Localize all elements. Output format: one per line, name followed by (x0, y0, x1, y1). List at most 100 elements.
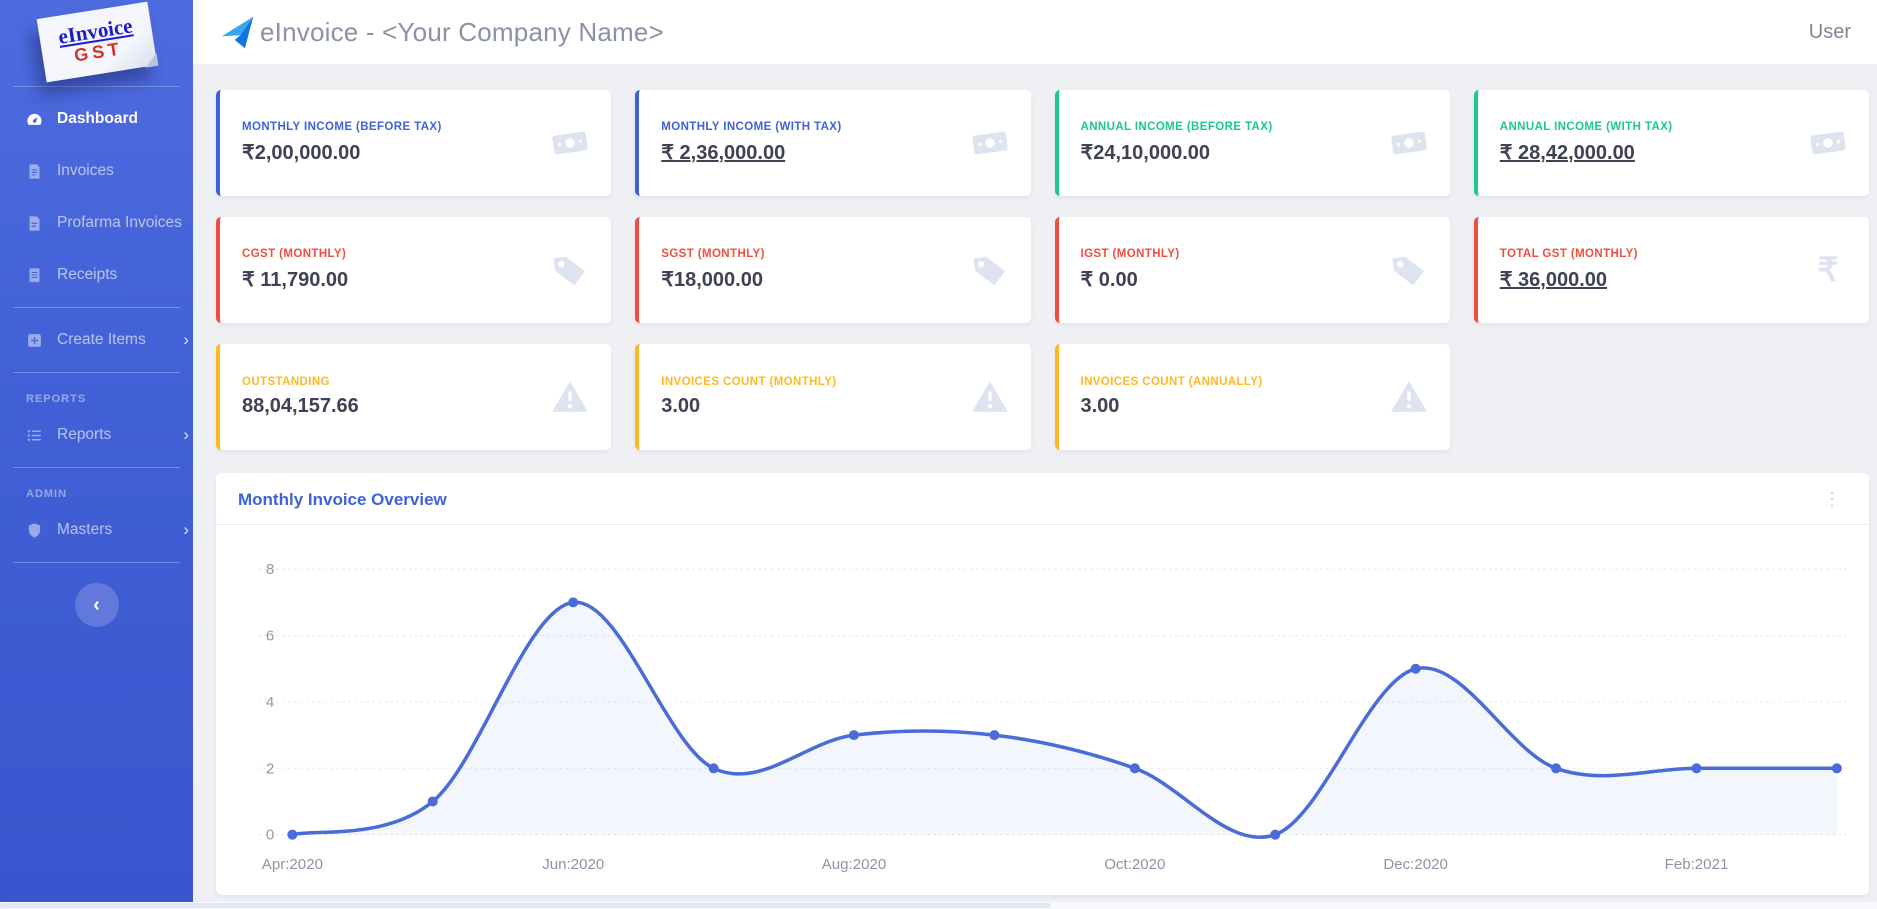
sidebar-item-label: Receipts (57, 266, 118, 283)
paper-plane-icon (219, 14, 256, 51)
data-point (708, 763, 719, 774)
user-menu[interactable]: User (1808, 20, 1851, 43)
receipt-icon (26, 267, 43, 284)
sidebar-item-receipts[interactable]: Receipts (0, 249, 193, 301)
main-area: MONTHLY INCOME (BEFORE TAX) ₹2,00,000.00 M… (193, 64, 1877, 902)
x-tick-label: Apr:2020 (262, 856, 323, 873)
sidebar-item-reports[interactable]: Reports › (0, 409, 193, 461)
sidebar-item-invoices[interactable]: Invoices (0, 145, 193, 197)
stat-card-label: INVOICES COUNT (ANNUALLY) (1080, 376, 1263, 388)
kebab-menu-icon[interactable]: ⋮ (1823, 489, 1841, 509)
data-point (1691, 763, 1702, 774)
sidebar-item-label: Reports (57, 426, 112, 443)
divider (13, 86, 180, 87)
list-icon (26, 427, 43, 444)
shield-icon (26, 522, 43, 539)
data-point (287, 829, 298, 840)
dashboard-icon (26, 111, 43, 128)
chevron-right-icon: › (183, 425, 189, 444)
data-point (568, 597, 579, 608)
stat-card-label: MONTHLY INCOME (WITH TAX) (661, 121, 842, 133)
stat-card-value: 88,04,157.66 (242, 395, 359, 417)
x-tick-label: Dec:2020 (1383, 856, 1448, 873)
plus-icon (26, 332, 43, 349)
nav-section-title-admin: ADMIN (26, 488, 68, 500)
series-area (292, 602, 1837, 838)
stat-card-igst-monthly: IGST (MONTHLY) ₹ 0.00 (1054, 217, 1450, 323)
stat-card-total-gst-monthly: TOTAL GST (MONTHLY) ₹ 36,000.00 ₹ (1473, 217, 1869, 323)
data-point (1550, 763, 1562, 774)
sidebar-item-label: Create Items (57, 331, 146, 348)
document-icon (26, 215, 43, 232)
chevron-right-icon: › (183, 330, 189, 349)
sidebar-item-label: Masters (57, 521, 113, 538)
sidebar-item-masters[interactable]: Masters › (0, 504, 193, 556)
y-tick-label: 0 (266, 827, 274, 844)
y-tick-label: 8 (266, 561, 274, 578)
stat-card-cgst-monthly: CGST (MONTHLY) ₹ 11,790.00 (216, 217, 612, 323)
stat-card-value: 3.00 (1080, 395, 1120, 417)
divider (13, 372, 180, 373)
divider (13, 562, 180, 563)
warning-icon (551, 378, 589, 416)
chevron-right-icon: › (183, 520, 189, 539)
invoice-icon (26, 163, 43, 180)
stat-card-label: IGST (MONTHLY) (1080, 248, 1180, 260)
sidebar-collapse-button[interactable]: ‹ (74, 583, 119, 627)
cash-icon (971, 124, 1009, 162)
stat-card-annual-income-with-tax: ANNUAL INCOME (WITH TAX) ₹ 28,42,000.00 (1473, 90, 1869, 196)
scrollbar-thumb[interactable] (0, 903, 1052, 908)
stat-cards-grid: MONTHLY INCOME (BEFORE TAX) ₹2,00,000.00 M… (216, 90, 1869, 450)
stat-card-annual-income-before-tax: ANNUAL INCOME (BEFORE TAX) ₹24,10,000.00 (1054, 90, 1450, 196)
stat-card-value[interactable]: ₹ 28,42,000.00 (1499, 142, 1635, 164)
stat-card-monthly-income-with-tax: MONTHLY INCOME (WITH TAX) ₹ 2,36,000.00 (635, 90, 1031, 196)
stat-card-label: TOTAL GST (MONTHLY) (1499, 248, 1638, 260)
horizontal-scrollbar[interactable] (0, 902, 1877, 909)
data-point (1129, 763, 1140, 774)
stat-card-label: SGST (MONTHLY) (661, 248, 765, 260)
cash-icon (551, 124, 589, 162)
stat-card-label: CGST (MONTHLY) (242, 248, 347, 260)
stat-card-value: ₹ 11,790.00 (242, 269, 349, 291)
stat-card-value: 3.00 (661, 395, 701, 417)
content-column: eInvoice - <Your Company Name> User MONT… (193, 0, 1877, 902)
sidebar-nav: Dashboard Invoices Profarma Invoices Receip… (0, 93, 193, 563)
sidebar-item-dashboard[interactable]: Dashboard (0, 93, 193, 145)
stat-card-value[interactable]: ₹ 2,36,000.00 (661, 142, 786, 164)
data-point (848, 730, 859, 741)
y-tick-label: 6 (266, 628, 274, 645)
stat-card-label: ANNUAL INCOME (WITH TAX) (1499, 121, 1673, 133)
divider (13, 467, 180, 468)
data-point (1831, 763, 1842, 774)
stat-card-value[interactable]: ₹ 36,000.00 (1499, 269, 1608, 291)
data-point (989, 730, 1000, 741)
data-point (427, 796, 438, 807)
stat-card-label: OUTSTANDING (242, 376, 330, 388)
cash-icon (1390, 124, 1428, 162)
sidebar-item-create-items[interactable]: Create Items › (0, 314, 193, 366)
y-tick-label: 4 (266, 694, 274, 711)
x-tick-label: Jun:2020 (542, 856, 604, 873)
stat-card-value: ₹18,000.00 (661, 269, 763, 291)
chart-card: Monthly Invoice Overview ⋮ 0 2 4 6 8 Apr:2020… (216, 473, 1869, 895)
page-title: eInvoice - <Your Company Name> (260, 16, 664, 47)
sidebar: eInvoice GST Dashboard Invoices Profarma I… (0, 0, 193, 902)
x-tick-label: Feb:2021 (1665, 856, 1729, 873)
divider (13, 307, 180, 308)
cash-icon (1809, 124, 1847, 162)
stat-card-value: ₹24,10,000.00 (1080, 142, 1211, 164)
stat-card-label: INVOICES COUNT (MONTHLY) (661, 376, 837, 388)
x-tick-label: Oct:2020 (1104, 856, 1165, 873)
warning-icon (1390, 378, 1428, 416)
sidebar-item-label: Dashboard (57, 110, 138, 127)
nav-section-title-reports: REPORTS (26, 393, 87, 405)
sidebar-item-label: Invoices (57, 162, 114, 179)
sidebar-item-profarma-invoices[interactable]: Profarma Invoices (0, 197, 193, 249)
stat-card-value: ₹ 0.00 (1080, 269, 1138, 291)
header: eInvoice - <Your Company Name> User (193, 0, 1877, 64)
sidebar-item-label: Profarma Invoices (57, 214, 182, 231)
app-logo[interactable]: eInvoice GST (36, 1, 157, 83)
y-tick-label: 2 (266, 760, 274, 777)
chart-card-header: Monthly Invoice Overview ⋮ (216, 473, 1869, 525)
